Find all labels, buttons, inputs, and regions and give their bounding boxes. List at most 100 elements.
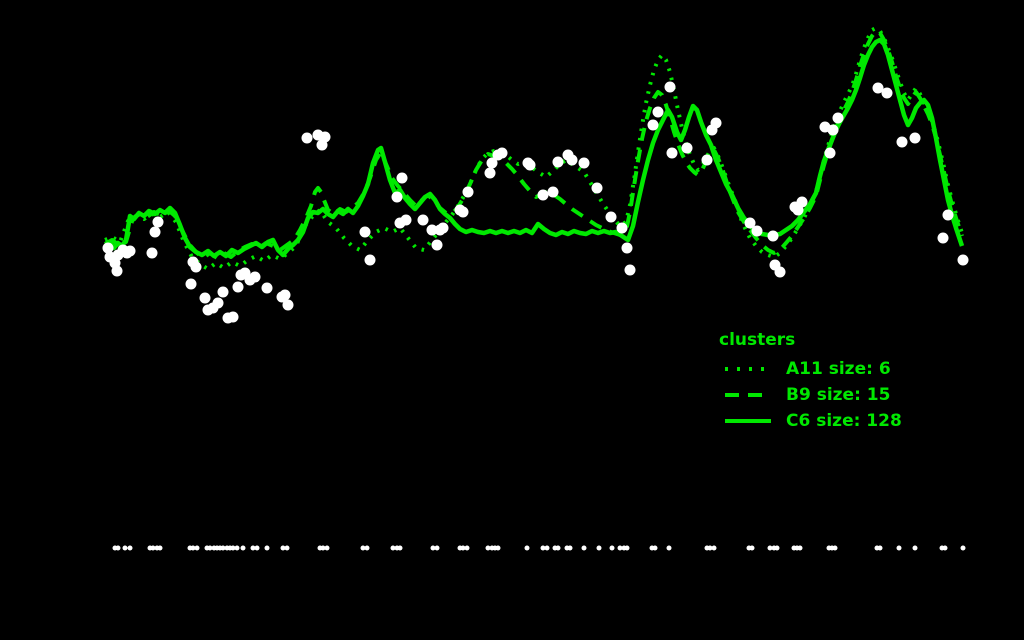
legend: clusters A11 size: 6 B9 size: 15 C6 size… [713,330,902,434]
rug-tick [460,545,466,551]
scatter-point [282,299,294,311]
scatter-point [261,282,273,294]
scatter-point [496,147,508,159]
scatter-point [824,147,836,159]
rug-tick [122,545,128,551]
rug-tick [609,545,615,551]
rug-tick [115,545,121,551]
scatter-point [319,131,331,143]
scatter-point [647,119,659,131]
rug-tick [581,545,587,551]
scatter-point [942,209,954,221]
scatter-point [744,217,756,229]
scatter-point [486,157,498,169]
rug-tick [877,545,883,551]
scatter-point [190,261,202,273]
scatter-point [185,278,197,290]
scatter-point [566,154,578,166]
rug-tick [207,545,213,551]
rug-tick [240,545,246,551]
scatter-point [827,124,839,136]
solid-line-sample-icon [725,419,771,423]
scatter-point [591,182,603,194]
scatter-point [774,266,786,278]
scatter-point [149,226,161,238]
rug-tick [390,545,396,551]
scatter-points-layer [102,81,969,324]
rug-tick [707,545,713,551]
rug-tick [596,545,602,551]
rug-tick [749,545,755,551]
scatter-point [364,254,376,266]
rug-tick [942,545,948,551]
scatter-point [537,189,549,201]
scatter-point [624,264,636,276]
dotted-line-sample-icon [725,367,771,371]
scatter-point [249,271,261,283]
legend-title: clusters [719,330,796,350]
rug-tick [397,545,403,551]
rug-tick [767,545,773,551]
scatter-point [232,281,244,293]
rug-ticks-layer [112,545,966,551]
scatter-point [417,214,429,226]
rug-tick [157,545,163,551]
rug-tick [320,545,326,551]
legend-entry-b9: B9 size: 15 [713,382,902,408]
rug-tick [544,545,550,551]
scatter-point [681,142,693,154]
scatter-point [957,254,969,266]
dashed-line-sample-icon [725,393,771,397]
rug-tick [797,545,803,551]
rug-tick [127,545,133,551]
rug-tick [652,545,658,551]
rug-tick [832,545,838,551]
scatter-point [751,225,763,237]
legend-entry-a11: A11 size: 6 [713,356,902,382]
scatter-point [652,106,664,118]
scatter-point [391,191,403,203]
scatter-point [146,247,158,259]
rug-tick [250,545,256,551]
cluster-lines-layer [103,26,965,271]
scatter-point [426,224,438,236]
rug-tick [190,545,196,551]
rug-tick [230,545,236,551]
rug-tick [464,545,470,551]
scatter-point [102,242,114,254]
scatter-point [484,167,496,179]
rug-tick [150,545,156,551]
scatter-point [301,132,313,144]
scatter-point [664,81,676,93]
scatter-point [400,214,412,226]
rug-tick [324,545,330,551]
rug-tick [912,545,918,551]
scatter-point [124,245,136,257]
rug-tick [567,545,573,551]
scatter-point [111,265,123,277]
scatter-point [462,186,474,198]
scatter-point [547,186,559,198]
scatter-point [217,286,229,298]
rug-tick [264,545,270,551]
scatter-point [227,311,239,323]
rug-tick [495,545,501,551]
rug-tick [711,545,717,551]
legend-label-c6: C6 size: 128 [786,411,902,431]
scatter-point [437,222,449,234]
scatter-point [605,211,617,223]
rug-tick [774,545,780,551]
scatter-point [710,117,722,129]
rug-tick [555,545,561,551]
scatter-point [396,172,408,184]
rug-tick [540,545,546,551]
legend-label-b9: B9 size: 15 [786,385,891,405]
scatter-point [457,206,469,218]
rug-tick [430,545,436,551]
scatter-point [616,222,628,234]
rug-tick [284,545,290,551]
scatter-point [701,154,713,166]
